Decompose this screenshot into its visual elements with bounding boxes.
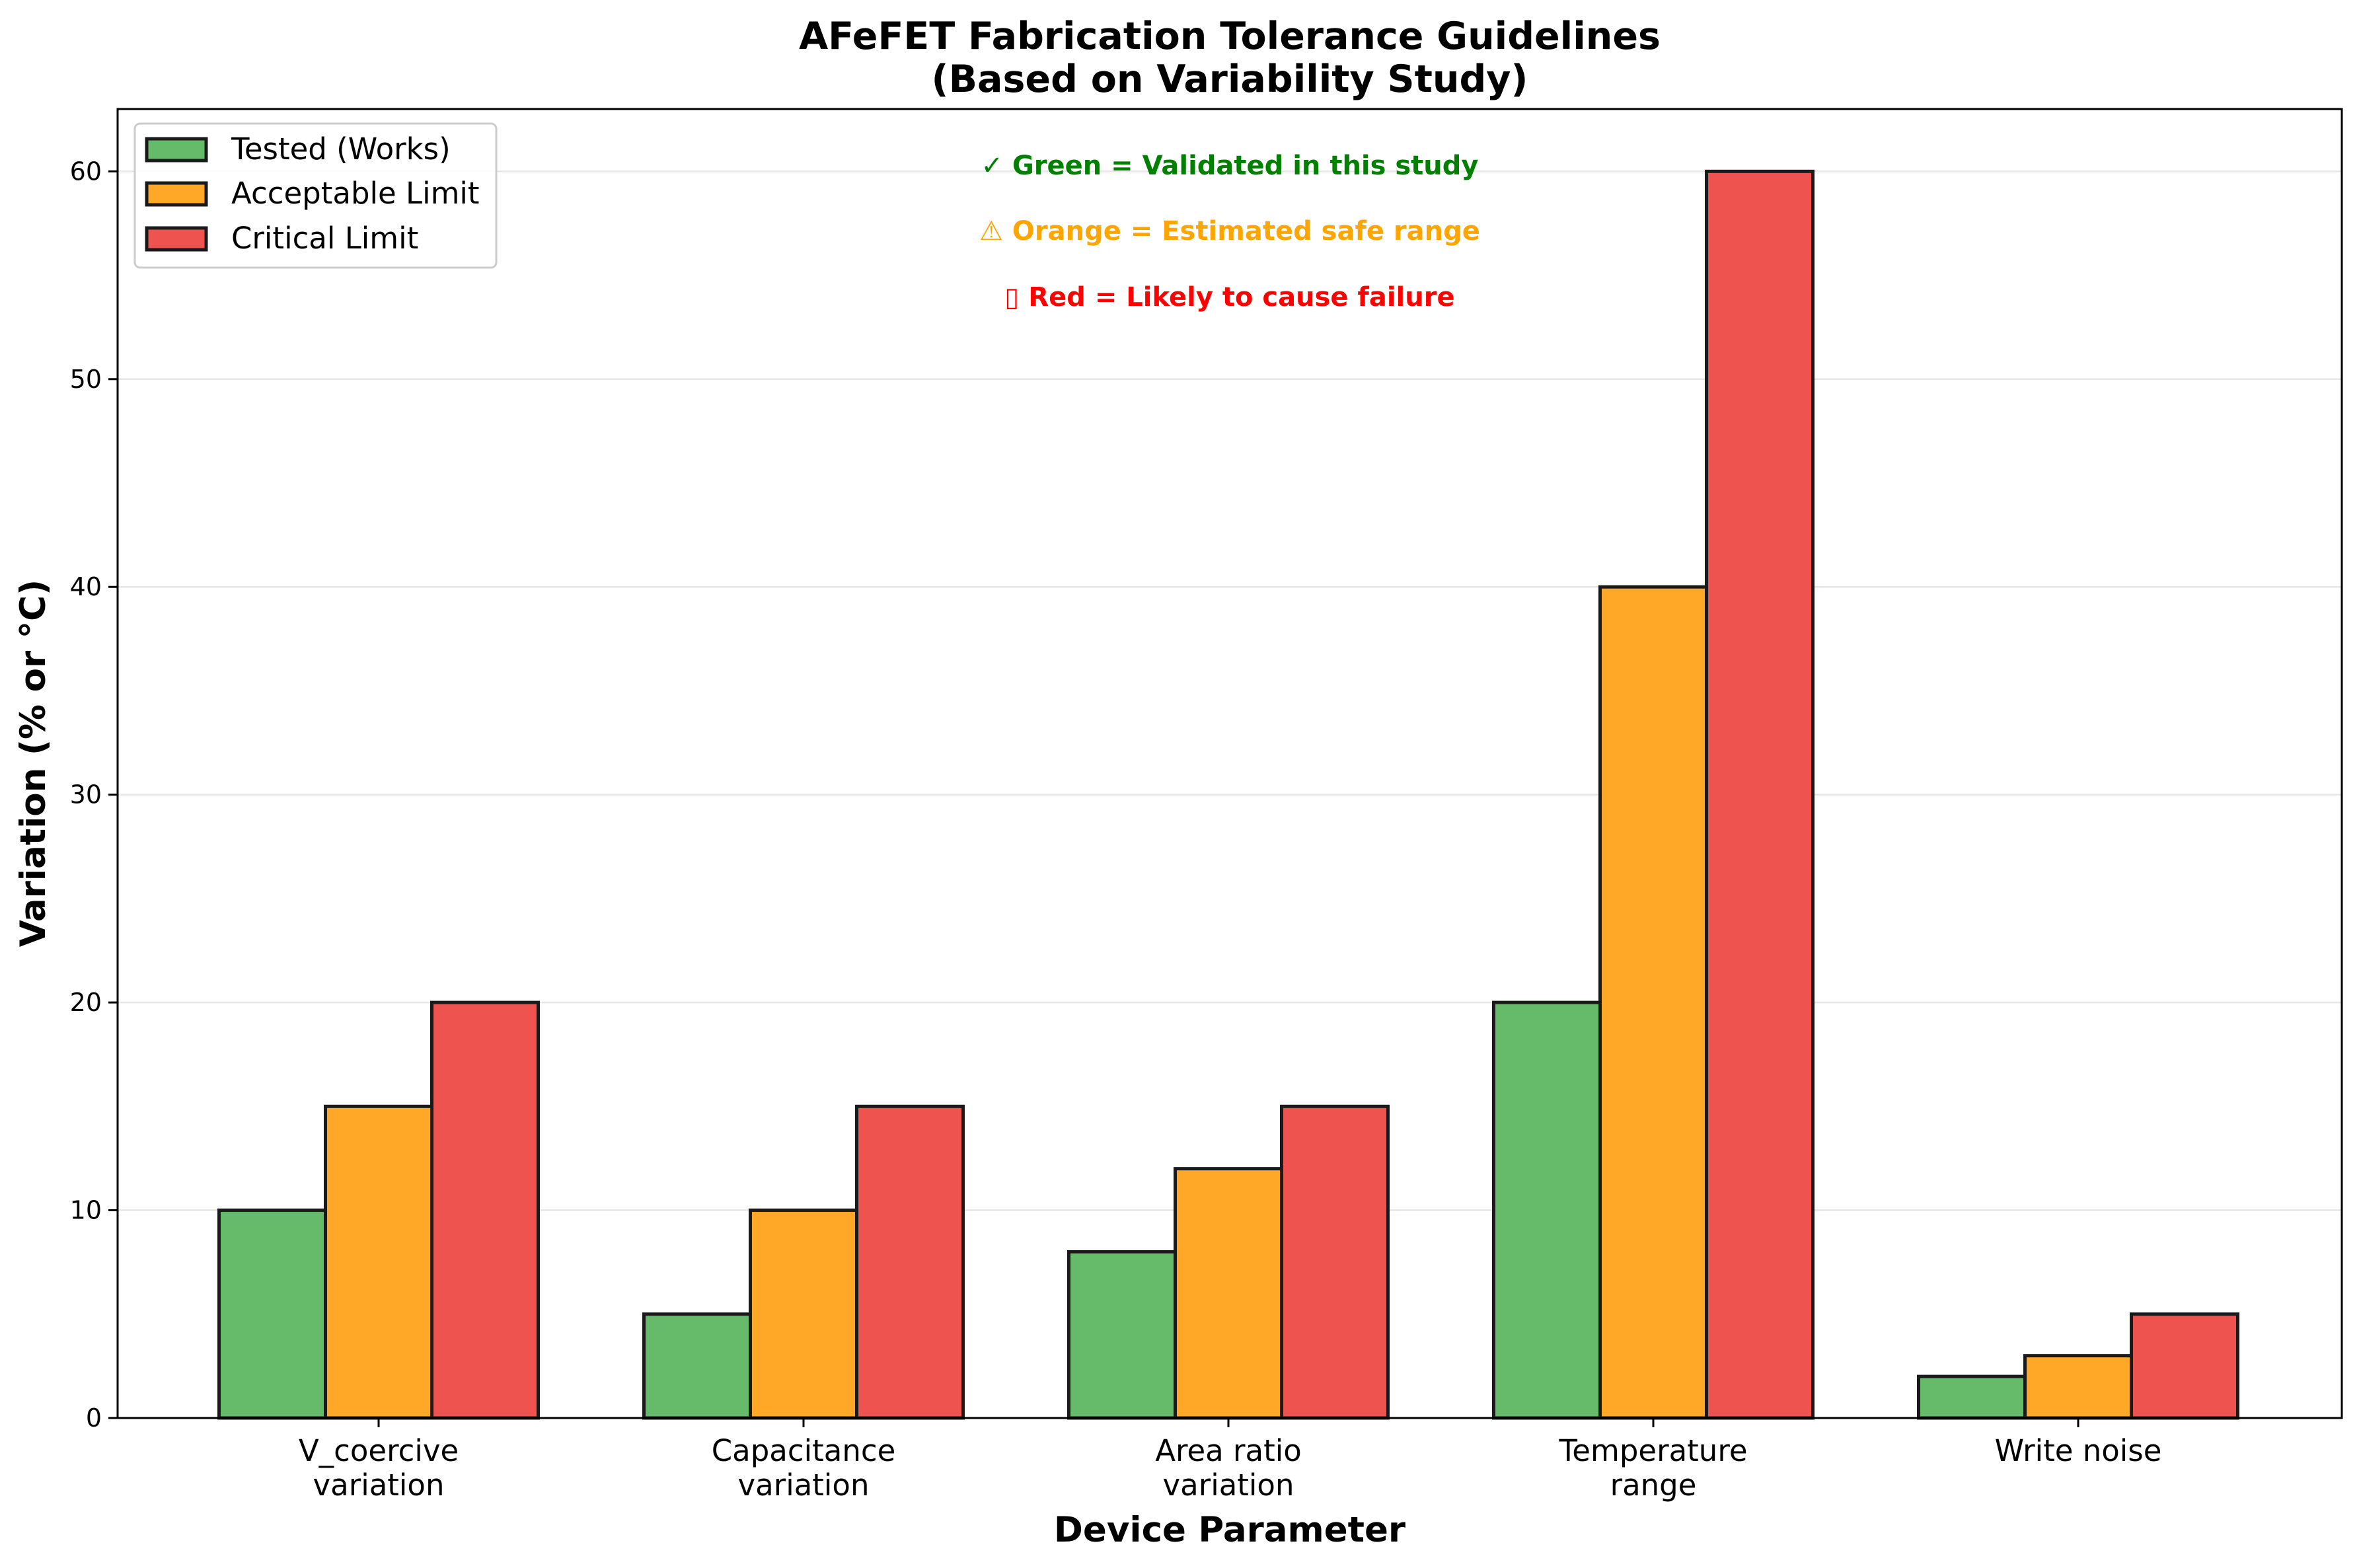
annotation-orange: ⚠ Orange = Estimated safe range	[979, 216, 1480, 246]
chart-subtitle: (Based on Variability Study)	[932, 57, 1528, 101]
bar	[642, 1312, 752, 1420]
y-tick-label: 40	[70, 572, 102, 601]
bar	[1705, 169, 1815, 1420]
bar	[1598, 585, 1708, 1420]
x-axis-ticks: V_coercivevariationCapacitancevariationA…	[299, 1418, 2162, 1503]
legend: Tested (Works) Acceptable Limit Critical…	[133, 122, 498, 269]
y-tick-label: 10	[70, 1196, 102, 1225]
y-axis-ticks: 0 10 20 30 40 50 60	[70, 157, 118, 1433]
bar	[1174, 1167, 1283, 1420]
legend-label-tested: Tested (Works)	[231, 131, 451, 167]
y-tick-label: 20	[70, 988, 102, 1017]
x-tick-label: Capacitance	[712, 1433, 896, 1468]
x-axis-label: Device Parameter	[1054, 1510, 1405, 1550]
y-tick-label: 50	[70, 365, 102, 394]
legend-label-acceptable: Acceptable Limit	[231, 176, 480, 211]
x-tick-label: V_coercive	[299, 1433, 459, 1468]
bar	[430, 1000, 540, 1420]
bar	[855, 1104, 965, 1420]
y-tick-label: 0	[86, 1403, 102, 1433]
bar	[1917, 1374, 2027, 1420]
bar	[324, 1104, 433, 1420]
legend-swatch-critical	[145, 226, 208, 252]
y-axis-label: Variation (% or °C)	[13, 579, 54, 947]
x-tick-label: Temperature	[1558, 1433, 1747, 1468]
annotations: ✓ Green = Validated in this study ⚠ Oran…	[979, 151, 1480, 313]
x-tick-label: range	[1610, 1468, 1697, 1503]
bar	[2130, 1312, 2239, 1420]
bar	[2023, 1354, 2133, 1420]
bar	[749, 1209, 858, 1420]
annotation-red: ▯ Red = Likely to cause failure	[1004, 282, 1454, 313]
y-tick-label: 30	[70, 780, 102, 809]
bar	[1280, 1104, 1390, 1420]
plot-frame	[116, 108, 2343, 1419]
legend-box	[133, 122, 498, 269]
x-tick-label: Area ratio	[1155, 1433, 1302, 1468]
y-tick-label: 60	[70, 157, 102, 186]
x-tick-label: Write noise	[1995, 1433, 2162, 1468]
bar	[217, 1209, 327, 1420]
chart-title: AFeFET Fabrication Tolerance Guidelines	[799, 15, 1661, 58]
legend-swatch-tested	[145, 137, 208, 163]
legend-label-critical: Critical Limit	[231, 221, 418, 256]
x-tick-label: variation	[1163, 1468, 1294, 1503]
annotation-green: ✓ Green = Validated in this study	[981, 151, 1479, 181]
bar	[1492, 1000, 1602, 1420]
bar	[1067, 1250, 1177, 1420]
x-tick-label: variation	[738, 1468, 870, 1503]
bars-group	[217, 169, 2239, 1420]
legend-swatch-acceptable	[145, 181, 208, 207]
x-tick-label: variation	[313, 1468, 445, 1503]
